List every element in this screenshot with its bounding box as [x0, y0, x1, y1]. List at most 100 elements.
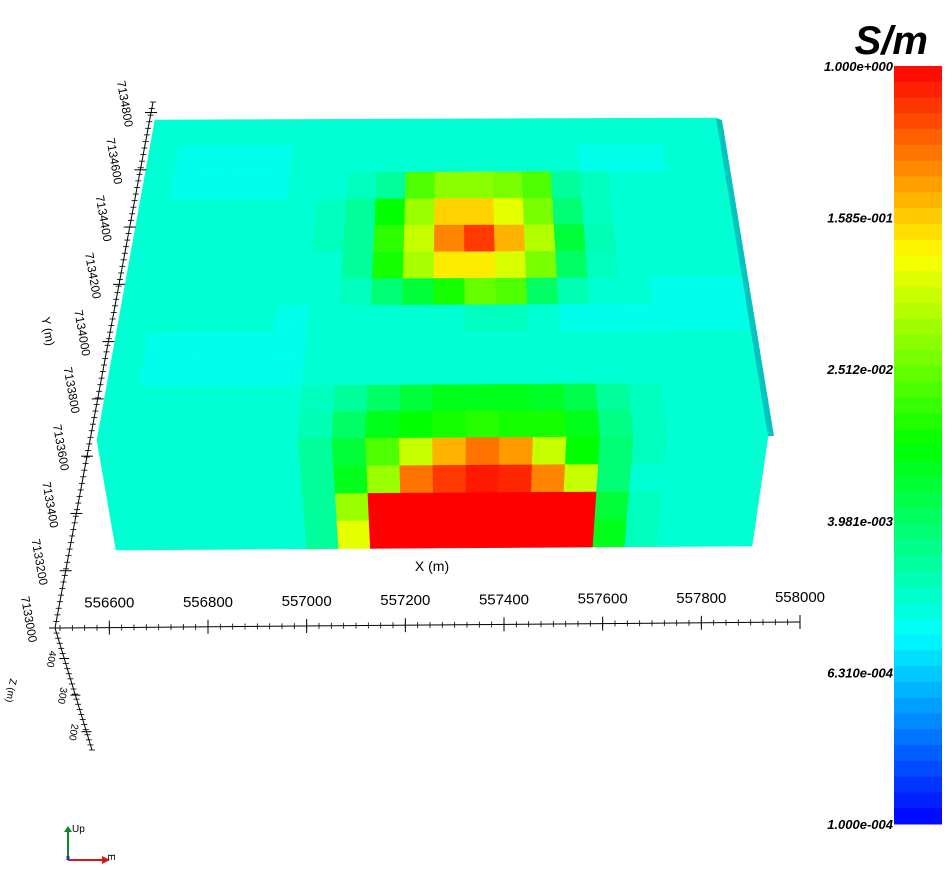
top-face-cell — [673, 223, 708, 252]
top-face-cell — [336, 331, 371, 360]
front-face-cell — [531, 436, 568, 466]
top-face-cell — [524, 251, 558, 279]
top-face-cell — [274, 305, 310, 333]
top-face-cell — [521, 171, 553, 199]
front-face-cell — [628, 463, 665, 493]
top-face-cell — [531, 410, 568, 438]
front-face-cell — [596, 463, 632, 493]
top-face-cell — [695, 170, 730, 198]
top-face-cell — [693, 382, 731, 411]
top-face-cell — [548, 144, 581, 173]
top-face-cell — [366, 384, 401, 413]
top-face-cell — [706, 250, 743, 278]
top-face-cell — [308, 278, 342, 307]
block-side-faces — [716, 118, 774, 436]
top-face-cell — [135, 199, 171, 227]
colorbar-band — [894, 413, 942, 430]
top-face-cell — [284, 198, 318, 227]
front-face-cell — [272, 520, 308, 550]
x-axis: 556600 556800 557000 557200 557400 557600 5578… — [59, 558, 825, 635]
front-face-cell — [304, 520, 339, 550]
z-tick-label: 300 — [55, 686, 69, 705]
top-face-cell — [138, 359, 177, 387]
front-face-cell — [297, 438, 334, 467]
front-face-cell — [432, 492, 467, 521]
top-face-cell — [649, 276, 685, 305]
top-face-cell — [399, 384, 434, 412]
top-face-cell — [497, 357, 532, 385]
front-face-cell — [333, 465, 369, 494]
x-tick-label: 557000 — [282, 593, 332, 610]
top-face-cell — [306, 305, 341, 333]
colorbar-band — [894, 681, 942, 699]
top-face-cell — [683, 303, 720, 331]
colorbar-band — [894, 334, 942, 351]
front-face-cell — [432, 464, 467, 494]
top-face-cell — [669, 197, 704, 225]
top-face-cell — [289, 145, 322, 174]
top-face-cell — [530, 383, 566, 412]
front-face-cell — [694, 463, 732, 492]
front-face-cell — [465, 492, 499, 521]
front-face-cell — [598, 436, 635, 465]
top-face-cell — [556, 277, 591, 305]
top-face-cell — [726, 382, 765, 410]
top-face-cell — [710, 276, 747, 304]
front-face-cell — [336, 520, 371, 549]
colorbar-band — [894, 523, 942, 541]
top-face-cell — [260, 145, 294, 174]
z-axis-title: Z (m) — [3, 678, 18, 703]
top-face-cell — [564, 410, 601, 438]
y-tick-label: 7133400 — [39, 481, 61, 530]
top-face-cell — [406, 118, 436, 146]
front-face-cell — [688, 518, 725, 547]
top-face-cell — [433, 278, 466, 306]
top-face-cell — [579, 171, 612, 199]
front-face-cell — [592, 518, 628, 548]
top-face-cell — [248, 252, 283, 280]
top-face-cell — [101, 386, 140, 414]
top-face-cell — [610, 197, 645, 225]
top-face-cell — [144, 146, 180, 174]
front-face-cell — [239, 521, 276, 550]
top-face-cell — [272, 332, 307, 360]
top-face-cell — [690, 356, 728, 384]
front-face-cell — [661, 463, 699, 492]
top-face-cell — [583, 224, 617, 252]
x-axis-major-ticks: 556600 556800 557000 557200 557400 557600 5578… — [84, 589, 825, 635]
top-face-cell — [251, 225, 286, 254]
front-face-cell — [167, 466, 205, 495]
top-face-cell — [195, 199, 230, 227]
top-face-cell — [595, 383, 632, 411]
top-face-cell — [152, 279, 188, 307]
y-tick-label: 7133000 — [18, 595, 40, 644]
front-face-cell — [498, 464, 533, 493]
top-face-cell — [254, 199, 288, 227]
colorbar-band — [894, 713, 942, 730]
colorbar-tick-label: 1.000e+000 — [824, 59, 894, 74]
top-face-cell — [527, 304, 561, 332]
top-face-cell — [231, 145, 265, 174]
colorbar-band — [894, 192, 942, 209]
colorbar-band — [894, 666, 942, 683]
front-face-cell — [175, 521, 212, 550]
top-face-cell — [495, 277, 528, 306]
top-face-cell — [597, 409, 635, 438]
top-face-cell — [608, 171, 642, 199]
colorbar-band — [894, 460, 942, 478]
top-face-cell — [463, 145, 494, 173]
top-face-cell — [173, 146, 208, 174]
front-face-cell — [433, 519, 467, 549]
x-tick-label: 556600 — [84, 595, 134, 612]
front-face-cell — [106, 494, 144, 523]
front-face-cell — [465, 519, 499, 549]
front-face-cell — [691, 490, 728, 520]
x-axis-minor-ticks — [59, 619, 801, 631]
top-face-cell — [160, 226, 196, 254]
top-face-cell — [575, 118, 607, 146]
top-face-cell — [432, 384, 467, 412]
colorbar-band — [894, 160, 942, 178]
top-face-cell — [496, 330, 531, 359]
z-tick-label: 200 — [66, 723, 80, 742]
